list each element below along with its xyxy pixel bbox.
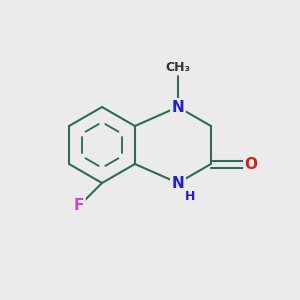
Text: N: N [172, 100, 184, 115]
Text: F: F [74, 197, 84, 212]
Text: N: N [172, 176, 184, 190]
Text: O: O [244, 157, 258, 172]
Text: H: H [185, 190, 195, 203]
Text: CH₃: CH₃ [166, 61, 190, 74]
